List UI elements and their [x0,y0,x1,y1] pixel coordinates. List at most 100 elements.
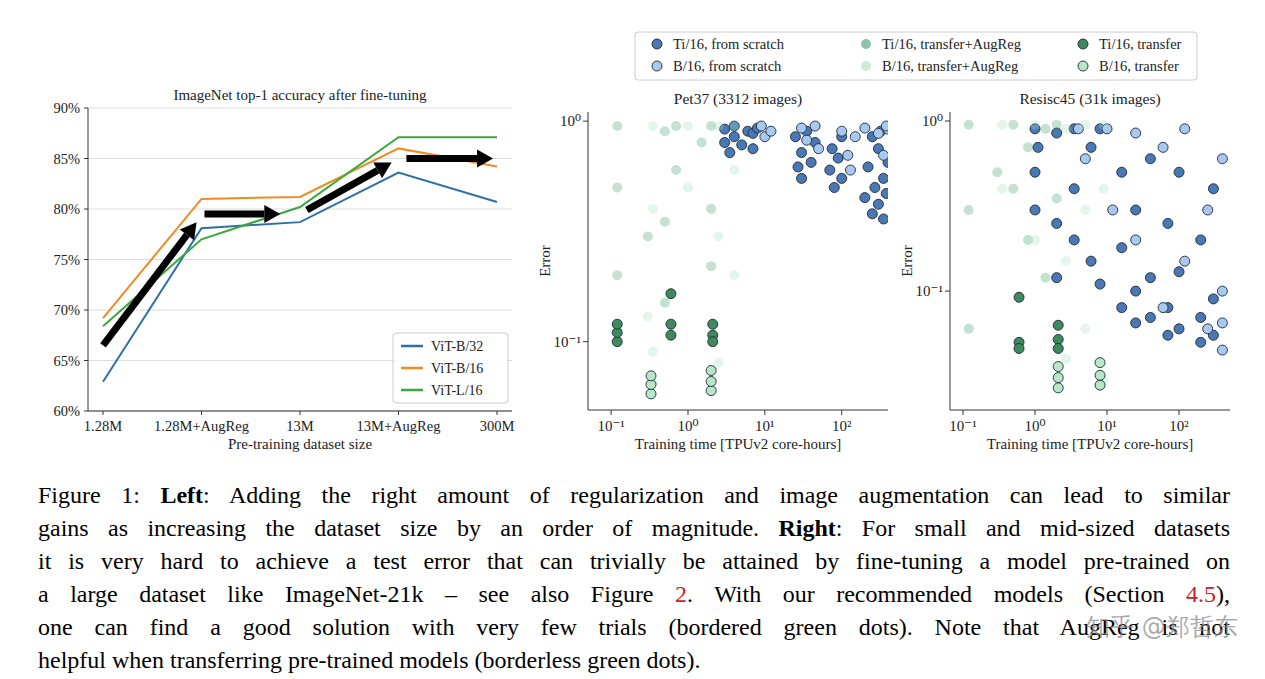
point [706,366,716,376]
point [879,150,888,160]
point [1052,120,1062,130]
tick [84,209,88,210]
series-points [756,121,888,175]
caption-text: : Adding the right amount of regularizat… [203,482,1230,508]
point [643,231,653,241]
legend-marker [861,61,871,71]
point [737,140,747,150]
point [1145,312,1155,322]
point [964,120,974,130]
point [1217,286,1227,296]
point [793,162,803,172]
tick [84,158,88,159]
figure: 60%65%70%75%80%85%90%1.28M1.28M+AugReg13… [0,0,1265,470]
caption-text: one can find a good solution with very f… [38,614,1230,640]
point [683,183,693,193]
tick-label: 85% [53,151,80,167]
tick-label: 10⁻¹ [949,418,976,434]
point [1196,235,1206,245]
point [1052,273,1062,283]
tick [84,360,88,361]
tick [300,411,301,415]
point [1217,345,1227,355]
point [790,132,800,142]
series-points [612,121,716,308]
legend-swatch [401,345,423,348]
point [1095,380,1105,390]
point [612,319,622,329]
point [1180,124,1190,134]
series-points [1073,124,1227,355]
axis-label: Training time [TPUv2 core-hours] [635,436,842,452]
caption-text: : For small and mid-sized datasets [836,515,1230,541]
legend-label: ViT-B/32 [431,339,483,354]
legend-label: Ti/16, transfer [1099,36,1182,52]
caption-line: one can find a good solution with very f… [38,611,1230,644]
legend-label: B/16, from scratch [673,58,782,74]
point [825,165,835,175]
legend-marker [1078,61,1088,71]
point [1030,235,1040,245]
series-line [103,173,497,382]
point [1061,256,1071,266]
tick-label: 10² [1169,418,1189,434]
point [1014,292,1024,302]
plot-area [612,121,888,399]
point [1053,320,1063,330]
point [666,319,676,329]
point [612,183,622,193]
point [1069,235,1079,245]
axis-label: Error [537,245,553,277]
point [860,123,870,133]
point [870,183,880,193]
axis-label: Pre-training dataset size [228,436,372,452]
tick [103,411,104,415]
legend-label: ViT-L/16 [431,383,483,398]
arrow [307,163,392,210]
arrow-head [180,222,197,240]
tick [945,121,950,122]
tick [398,411,399,415]
grid-line [88,108,512,109]
axis-label: Error [899,245,915,277]
tick-label: 300M [480,418,515,434]
point [648,121,658,131]
point [1061,354,1071,364]
legend-box [393,333,508,403]
point [833,153,843,163]
legend-swatch [401,367,423,370]
arrow [406,150,493,168]
caption: Figure 1: Left: Adding the right amount … [38,479,1230,677]
caption-text: . With our recommended models (Section [687,581,1186,607]
point [992,167,1002,177]
point [845,165,855,175]
caption-link[interactable]: 4.5 [1186,581,1216,607]
caption-text: helpful when transferring pre-trained mo… [38,647,700,673]
point [1080,154,1090,164]
tick-label: 13M+AugReg [357,418,441,434]
axis-line [88,108,89,411]
point [729,270,739,280]
tick-label: 90% [53,100,80,116]
watermark: 知乎 @郑哲东 [1086,611,1238,643]
point [1086,256,1096,266]
point [806,157,816,167]
point [706,376,716,386]
point [827,144,837,154]
point [1203,205,1213,215]
axis-line [950,112,951,410]
series-points [1014,292,1063,353]
axis-line [588,112,589,410]
point [1131,128,1141,138]
point [881,121,888,131]
line-chart: 60%65%70%75%80%85%90%1.28M1.28M+AugReg13… [53,87,514,452]
plot-area [103,137,497,381]
legend-label: Ti/16, transfer+AugReg [882,36,1021,52]
tick-label: 10⁻¹ [597,418,624,434]
caption-link[interactable]: 2 [675,581,687,607]
tick-label: 80% [53,201,80,217]
series-points [1053,358,1105,393]
point [1080,205,1090,215]
point [660,298,670,308]
point [706,386,716,396]
